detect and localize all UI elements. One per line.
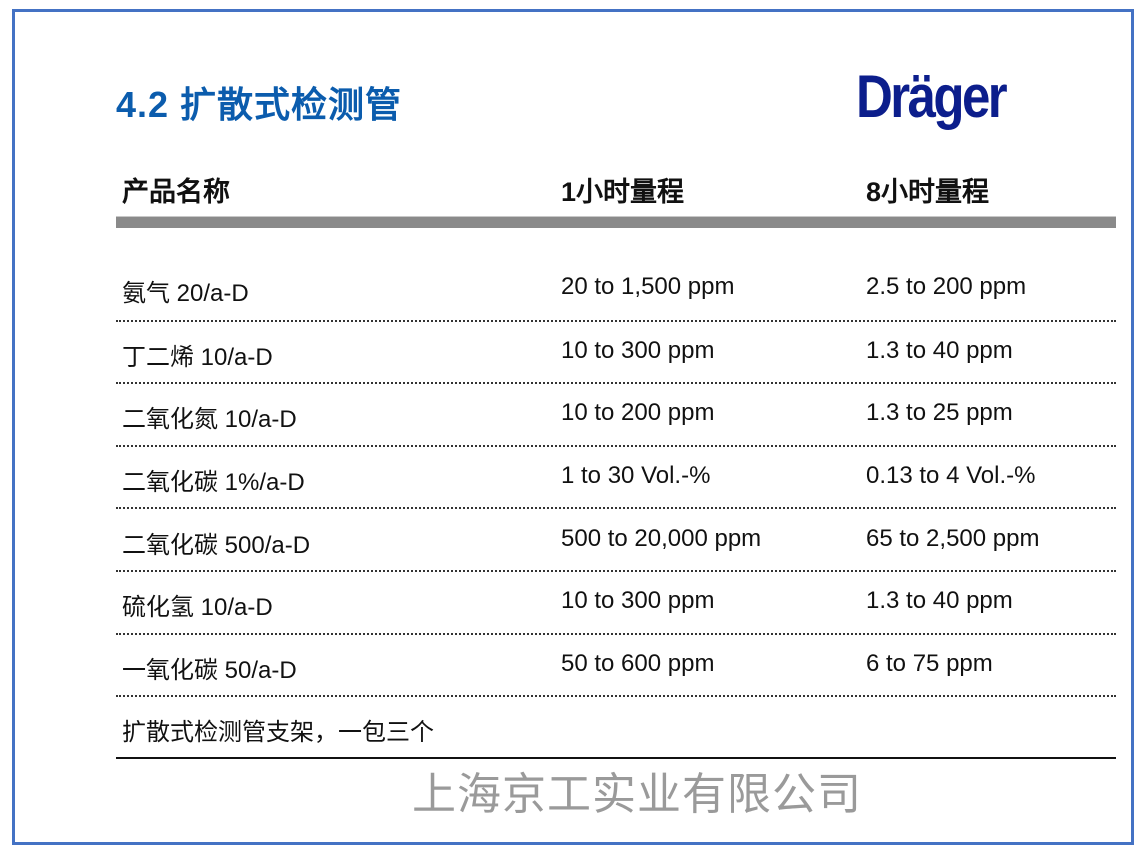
header-divider bbox=[116, 216, 1116, 228]
row-divider bbox=[116, 507, 1116, 509]
cell-product-name: 二氧化氮 10/a-D bbox=[122, 406, 297, 433]
cell-product-name: 二氧化碳 1%/a-D bbox=[122, 469, 305, 496]
cell-range-1h: 10 to 200 ppm bbox=[561, 399, 715, 426]
table-bottom-rule bbox=[116, 757, 1116, 759]
cell-range-8h: 2.5 to 200 ppm bbox=[866, 273, 1027, 300]
row-divider bbox=[116, 445, 1116, 447]
page-frame bbox=[12, 9, 1134, 845]
cell-product-name: 氨气 20/a-D bbox=[122, 280, 249, 307]
cell-product-name: 一氧化碳 50/a-D bbox=[122, 657, 297, 684]
row-divider bbox=[116, 320, 1116, 322]
row-divider bbox=[116, 382, 1116, 384]
cell-product-name: 丁二烯 10/a-D bbox=[122, 344, 273, 371]
cell-range-8h: 1.3 to 25 ppm bbox=[866, 399, 1013, 426]
cell-range-8h: 65 to 2,500 ppm bbox=[866, 525, 1040, 552]
header-1h-range: 1小时量程 bbox=[561, 177, 685, 207]
cell-product-name: 硫化氢 10/a-D bbox=[122, 594, 273, 621]
cell-range-1h: 10 to 300 ppm bbox=[561, 587, 715, 614]
cell-range-1h: 500 to 20,000 ppm bbox=[561, 525, 762, 552]
cell-range-1h: 1 to 30 Vol.-% bbox=[561, 462, 711, 489]
cell-product-name: 二氧化碳 500/a-D bbox=[122, 532, 311, 559]
header-8h-range: 8小时量程 bbox=[866, 177, 990, 207]
row-divider bbox=[116, 570, 1116, 572]
cell-range-8h: 6 to 75 ppm bbox=[866, 650, 993, 677]
section-title: 4.2 扩散式检测管 bbox=[116, 84, 403, 125]
cell-range-1h: 10 to 300 ppm bbox=[561, 337, 715, 364]
row-divider bbox=[116, 695, 1116, 697]
watermark: 上海京工实业有限公司 bbox=[412, 770, 862, 819]
cell-product-name: 扩散式检测管支架，一包三个 bbox=[122, 719, 434, 746]
cell-range-8h: 0.13 to 4 Vol.-% bbox=[866, 462, 1036, 489]
drager-logo: Dräger bbox=[856, 63, 1008, 130]
row-divider bbox=[116, 633, 1116, 635]
header-product-name: 产品名称 bbox=[122, 177, 230, 207]
cell-range-8h: 1.3 to 40 ppm bbox=[866, 587, 1013, 614]
cell-range-1h: 20 to 1,500 ppm bbox=[561, 273, 735, 300]
cell-range-1h: 50 to 600 ppm bbox=[561, 650, 715, 677]
cell-range-8h: 1.3 to 40 ppm bbox=[866, 337, 1013, 364]
